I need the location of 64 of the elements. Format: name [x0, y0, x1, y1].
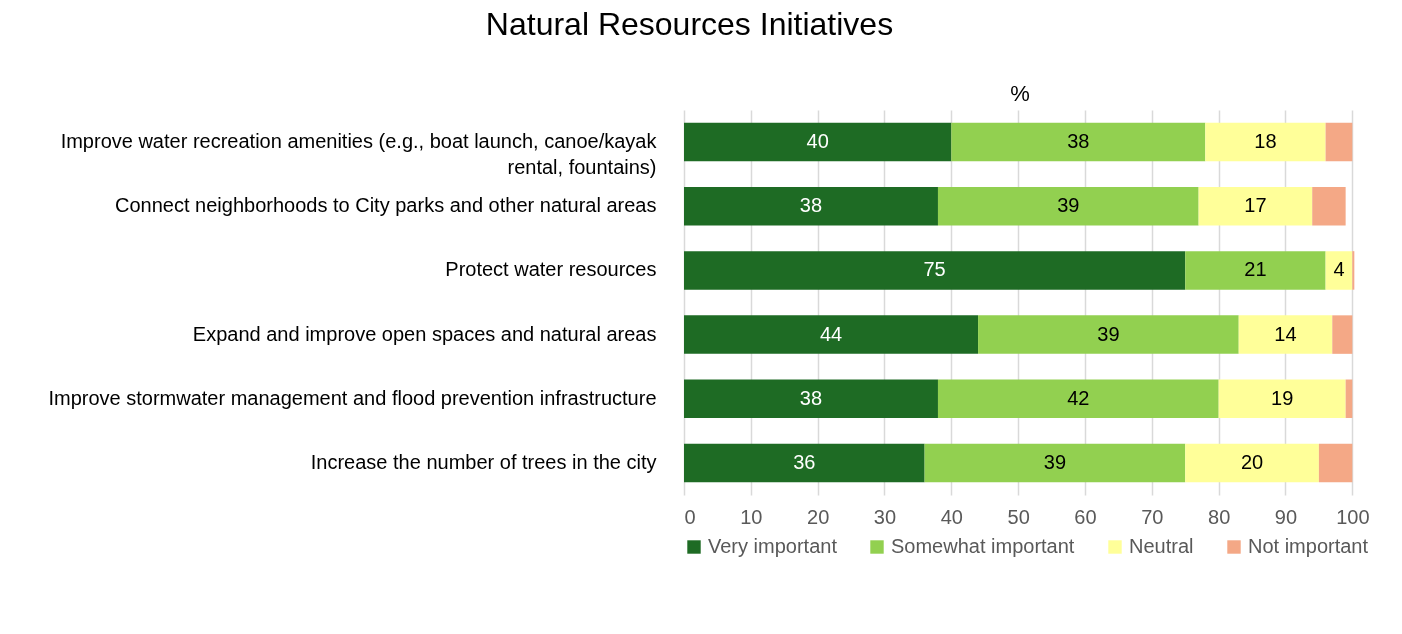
y-tick-label: Connect neighborhoods to City parks and other natural areas	[115, 194, 657, 217]
bar	[684, 122, 952, 162]
data-label: 38	[799, 194, 823, 217]
bar	[1185, 251, 1326, 290]
data-label: 75	[923, 258, 946, 281]
bar	[684, 379, 938, 418]
bar	[1332, 315, 1353, 354]
bar	[937, 187, 1199, 226]
x-tick-label: 40	[940, 505, 963, 528]
x-tick-label: 90	[1274, 505, 1298, 528]
bar	[924, 443, 1186, 483]
y-tick-label: Improve stormwater management and flood prevention infrastructure	[48, 386, 657, 409]
data-label: 38	[1067, 130, 1090, 153]
bar	[1218, 379, 1346, 418]
data-label: 39	[1043, 450, 1067, 473]
bar	[951, 122, 1206, 162]
bar	[978, 315, 1239, 354]
data-label: 14	[1274, 322, 1297, 345]
bar	[684, 315, 979, 354]
bar	[1312, 187, 1346, 226]
bar	[684, 443, 925, 483]
x-axis-title: %	[1010, 80, 1030, 106]
data-label: 39	[1097, 322, 1120, 345]
x-tick-label: 30	[873, 505, 897, 528]
data-label: 42	[1067, 386, 1090, 409]
data-label: 20	[1240, 450, 1264, 473]
bar	[1198, 187, 1313, 226]
x-tick-label: 70	[1141, 505, 1164, 528]
chart-title: Natural Resources Initiatives	[485, 6, 894, 42]
bar	[1352, 251, 1355, 290]
data-label: 39	[1057, 194, 1080, 217]
bar	[684, 251, 1186, 290]
x-tick-label: 60	[1074, 505, 1097, 528]
bar	[1205, 122, 1326, 162]
data-label: 4	[1333, 258, 1345, 281]
x-tick-label: 10	[740, 505, 763, 528]
bar	[1325, 251, 1353, 290]
y-tick-label: Increase the number of trees in the city	[310, 450, 657, 473]
legend-label: Neutral	[1129, 535, 1194, 557]
y-tick-label: Expand and improve open spaces and natural areas	[192, 322, 657, 345]
x-tick-label: 100	[1336, 505, 1370, 528]
legend-label: Not important	[1248, 535, 1369, 557]
data-label: 40	[806, 130, 829, 153]
bar	[684, 187, 938, 226]
data-label: 44	[819, 322, 843, 345]
bar	[1238, 315, 1333, 354]
data-label: 38	[799, 386, 823, 409]
data-label: 17	[1244, 194, 1267, 217]
y-tick-label: Improve water recreation amenities (e.g., boat launch, canoe/kayak rental, fountains)	[60, 130, 658, 179]
bar	[1325, 122, 1353, 162]
x-tick-label: 80	[1208, 505, 1231, 528]
x-tick-label: 50	[1007, 505, 1030, 528]
data-label: 21	[1244, 258, 1267, 281]
bar	[937, 379, 1219, 418]
bar	[1185, 443, 1319, 483]
data-label: 36	[793, 450, 816, 473]
data-label: 18	[1254, 130, 1277, 153]
legend-label: Somewhat important	[891, 535, 1075, 557]
data-label: 19	[1271, 386, 1294, 409]
y-tick-label: Protect water resources	[445, 258, 657, 281]
bar	[1318, 443, 1353, 483]
legend-label: Very important	[708, 535, 838, 557]
x-tick-label: 20	[807, 505, 830, 528]
x-tick-label: 0	[684, 505, 696, 528]
